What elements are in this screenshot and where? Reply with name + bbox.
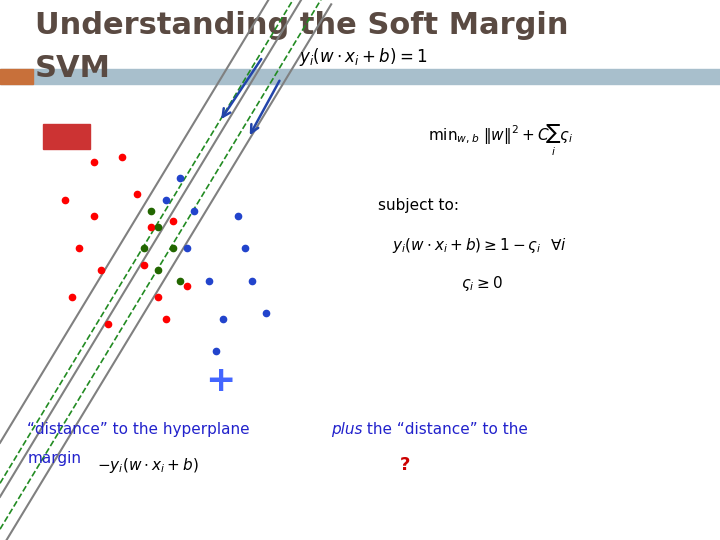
Text: $-y_i(w \cdot x_i + b)$: $-y_i(w \cdot x_i + b)$: [97, 456, 199, 475]
Text: Understanding the Soft Margin: Understanding the Soft Margin: [35, 11, 568, 40]
Text: $\mathrm{min}_{w,b}\ \|w\|^2 + C\!\sum_i \varsigma_i$: $\mathrm{min}_{w,b}\ \|w\|^2 + C\!\sum_i…: [428, 123, 573, 158]
Text: $y_i(w \cdot x_i + b) = 1$: $y_i(w \cdot x_i + b) = 1$: [299, 46, 427, 68]
Text: SVM: SVM: [35, 54, 111, 83]
Bar: [0, 69, 33, 84]
Text: “distance” to the hyperplane: “distance” to the hyperplane: [27, 422, 255, 437]
Text: the “distance” to the: the “distance” to the: [362, 422, 528, 437]
Text: plus: plus: [331, 422, 363, 437]
Text: margin: margin: [27, 451, 81, 467]
Bar: [43, 124, 90, 148]
Bar: [0, 69, 720, 84]
Text: $\mathbf{+}$: $\mathbf{+}$: [205, 364, 234, 397]
Text: subject to:: subject to:: [378, 198, 459, 213]
Text: ?: ?: [400, 456, 410, 475]
Text: $y_i(w \cdot x_i + b) \geq 1 - \varsigma_i\ \ \forall i$: $y_i(w \cdot x_i + b) \geq 1 - \varsigma…: [392, 236, 567, 255]
Text: $\varsigma_i \geq 0$: $\varsigma_i \geq 0$: [461, 274, 503, 293]
